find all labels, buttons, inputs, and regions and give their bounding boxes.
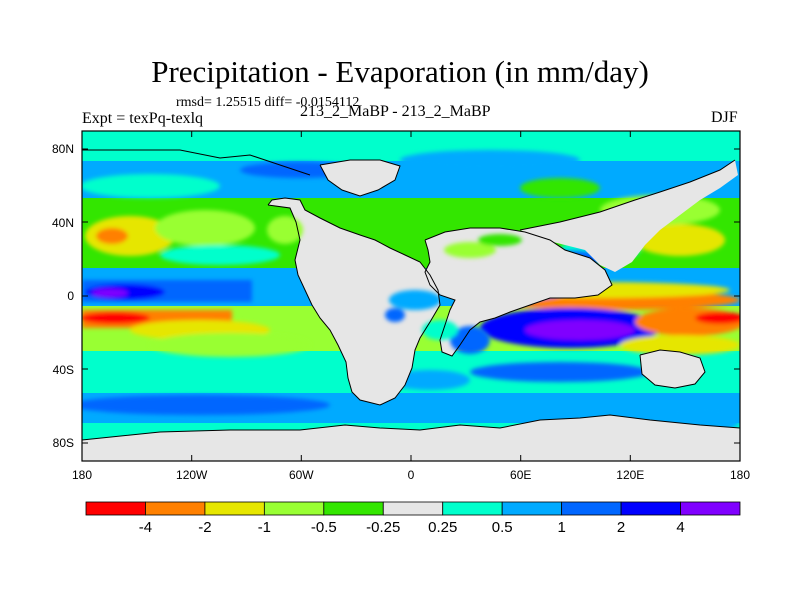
colorbar	[85, 501, 741, 516]
coast-antarctica	[82, 414, 740, 441]
patch-n-pacific-yellow	[85, 216, 175, 256]
lat-label-80S: 80S	[53, 436, 74, 450]
patch-amazon-deepblue	[385, 308, 405, 322]
patch-n-pacific-lime	[155, 210, 255, 246]
colorbar-label: -0.25	[366, 519, 400, 536]
patch-s-africa-cyan	[422, 320, 458, 340]
colorbar-label: 0.5	[492, 519, 513, 536]
colorbar-swatch	[561, 501, 622, 516]
continent-americas	[268, 198, 440, 405]
patch-congo-blue	[450, 326, 490, 354]
patch-n-pacific-cyan	[82, 174, 220, 198]
continent-antarctica	[82, 415, 740, 461]
land-patches	[267, 216, 522, 354]
lon-labels: 180 120W 60W 0 60E 120E 180	[72, 468, 750, 482]
colorbar-labels: -4 -2 -1 -0.5 -0.25 0.25 0.5 1 2 4	[139, 519, 685, 536]
patch-na-interior-lime	[267, 216, 303, 244]
run-label: 213_2_MaBP - 213_2_MaBP	[300, 103, 491, 120]
patch-n-atl-cyan	[160, 245, 280, 265]
colorbar-swatch	[204, 501, 265, 516]
patch-arctic-blue	[400, 150, 580, 170]
patch-se-lime	[150, 333, 310, 357]
lat-labels: 80N 40N 0 40S 80S	[52, 142, 74, 450]
patch-s-ocean-blue-w	[82, 395, 330, 415]
lat-label-80N: 80N	[52, 142, 74, 156]
lon-label-60E: 60E	[510, 468, 531, 482]
season-label: DJF	[711, 109, 738, 126]
patch-n-pacific-orange	[96, 228, 128, 244]
continents	[82, 160, 740, 461]
lon-label-60W: 60W	[289, 468, 314, 482]
lon-label-0: 0	[408, 468, 415, 482]
colorbar-label: -4	[139, 519, 152, 536]
colorbar-swatch	[620, 501, 681, 516]
coast-greenland	[319, 159, 401, 197]
lat-label-40N: 40N	[52, 216, 74, 230]
continent-greenland	[320, 160, 400, 196]
colorbar-swatch	[323, 501, 384, 516]
patch-s-atl-blue	[390, 370, 470, 390]
lon-label-120E: 120E	[616, 468, 644, 482]
lon-label-120W: 120W	[176, 468, 208, 482]
colorbar-label: -0.5	[311, 519, 337, 536]
colorbar-label: -1	[258, 519, 271, 536]
colorbar-label: -2	[198, 519, 211, 536]
colorbar-label: 2	[617, 519, 625, 536]
lon-label-180E: 180	[730, 468, 750, 482]
map-field	[82, 131, 740, 461]
patch-equator-violet	[92, 289, 128, 297]
lon-label-180W: 180	[72, 468, 92, 482]
patch-africa-lime	[444, 242, 496, 258]
patch-maritime-violet	[525, 320, 635, 340]
colorbar-swatch	[85, 501, 146, 516]
lat-ticks	[82, 148, 740, 444]
coast-eurasia-africa	[424, 227, 613, 357]
coast-americas	[267, 197, 441, 406]
continent-australia	[640, 350, 705, 388]
coastlines	[82, 149, 740, 441]
coast-asia-east	[519, 159, 736, 231]
colorbar-label: 1	[557, 519, 565, 536]
lat-label-0: 0	[67, 289, 74, 303]
patch-w-pacific-red	[695, 312, 740, 324]
continent-eurasia-africa	[425, 228, 612, 356]
colorbar-label: 0.25	[428, 519, 457, 536]
patch-s-ocean-blue-e	[470, 362, 650, 382]
colorbar-swatch	[680, 501, 741, 516]
patch-w-pacific-yellow	[620, 335, 740, 355]
colorbar-swatch	[501, 501, 563, 516]
patch-se-red	[82, 312, 150, 324]
experiment-label: Expt = texPq-texlq	[82, 110, 204, 127]
continent-asia-east	[520, 160, 738, 272]
colorbar-swatch	[442, 501, 503, 516]
patch-arctic-lime	[520, 178, 600, 198]
patch-amazon-blue	[389, 290, 441, 310]
colorbar-swatch	[145, 501, 206, 516]
colorbar-label: 4	[676, 519, 684, 536]
coast-arctic	[82, 149, 311, 176]
lat-label-40S: 40S	[53, 363, 74, 377]
colorbar-swatch	[263, 501, 325, 516]
lon-ticks	[81, 131, 741, 461]
patch-africa-green	[478, 234, 522, 246]
plot-title: Precipitation - Evaporation (in mm/day)	[151, 54, 649, 89]
colorbar-swatch	[382, 501, 444, 516]
stats-label: rmsd= 1.25515 diff= -0.0154112	[176, 95, 360, 110]
coast-australia	[639, 349, 706, 389]
